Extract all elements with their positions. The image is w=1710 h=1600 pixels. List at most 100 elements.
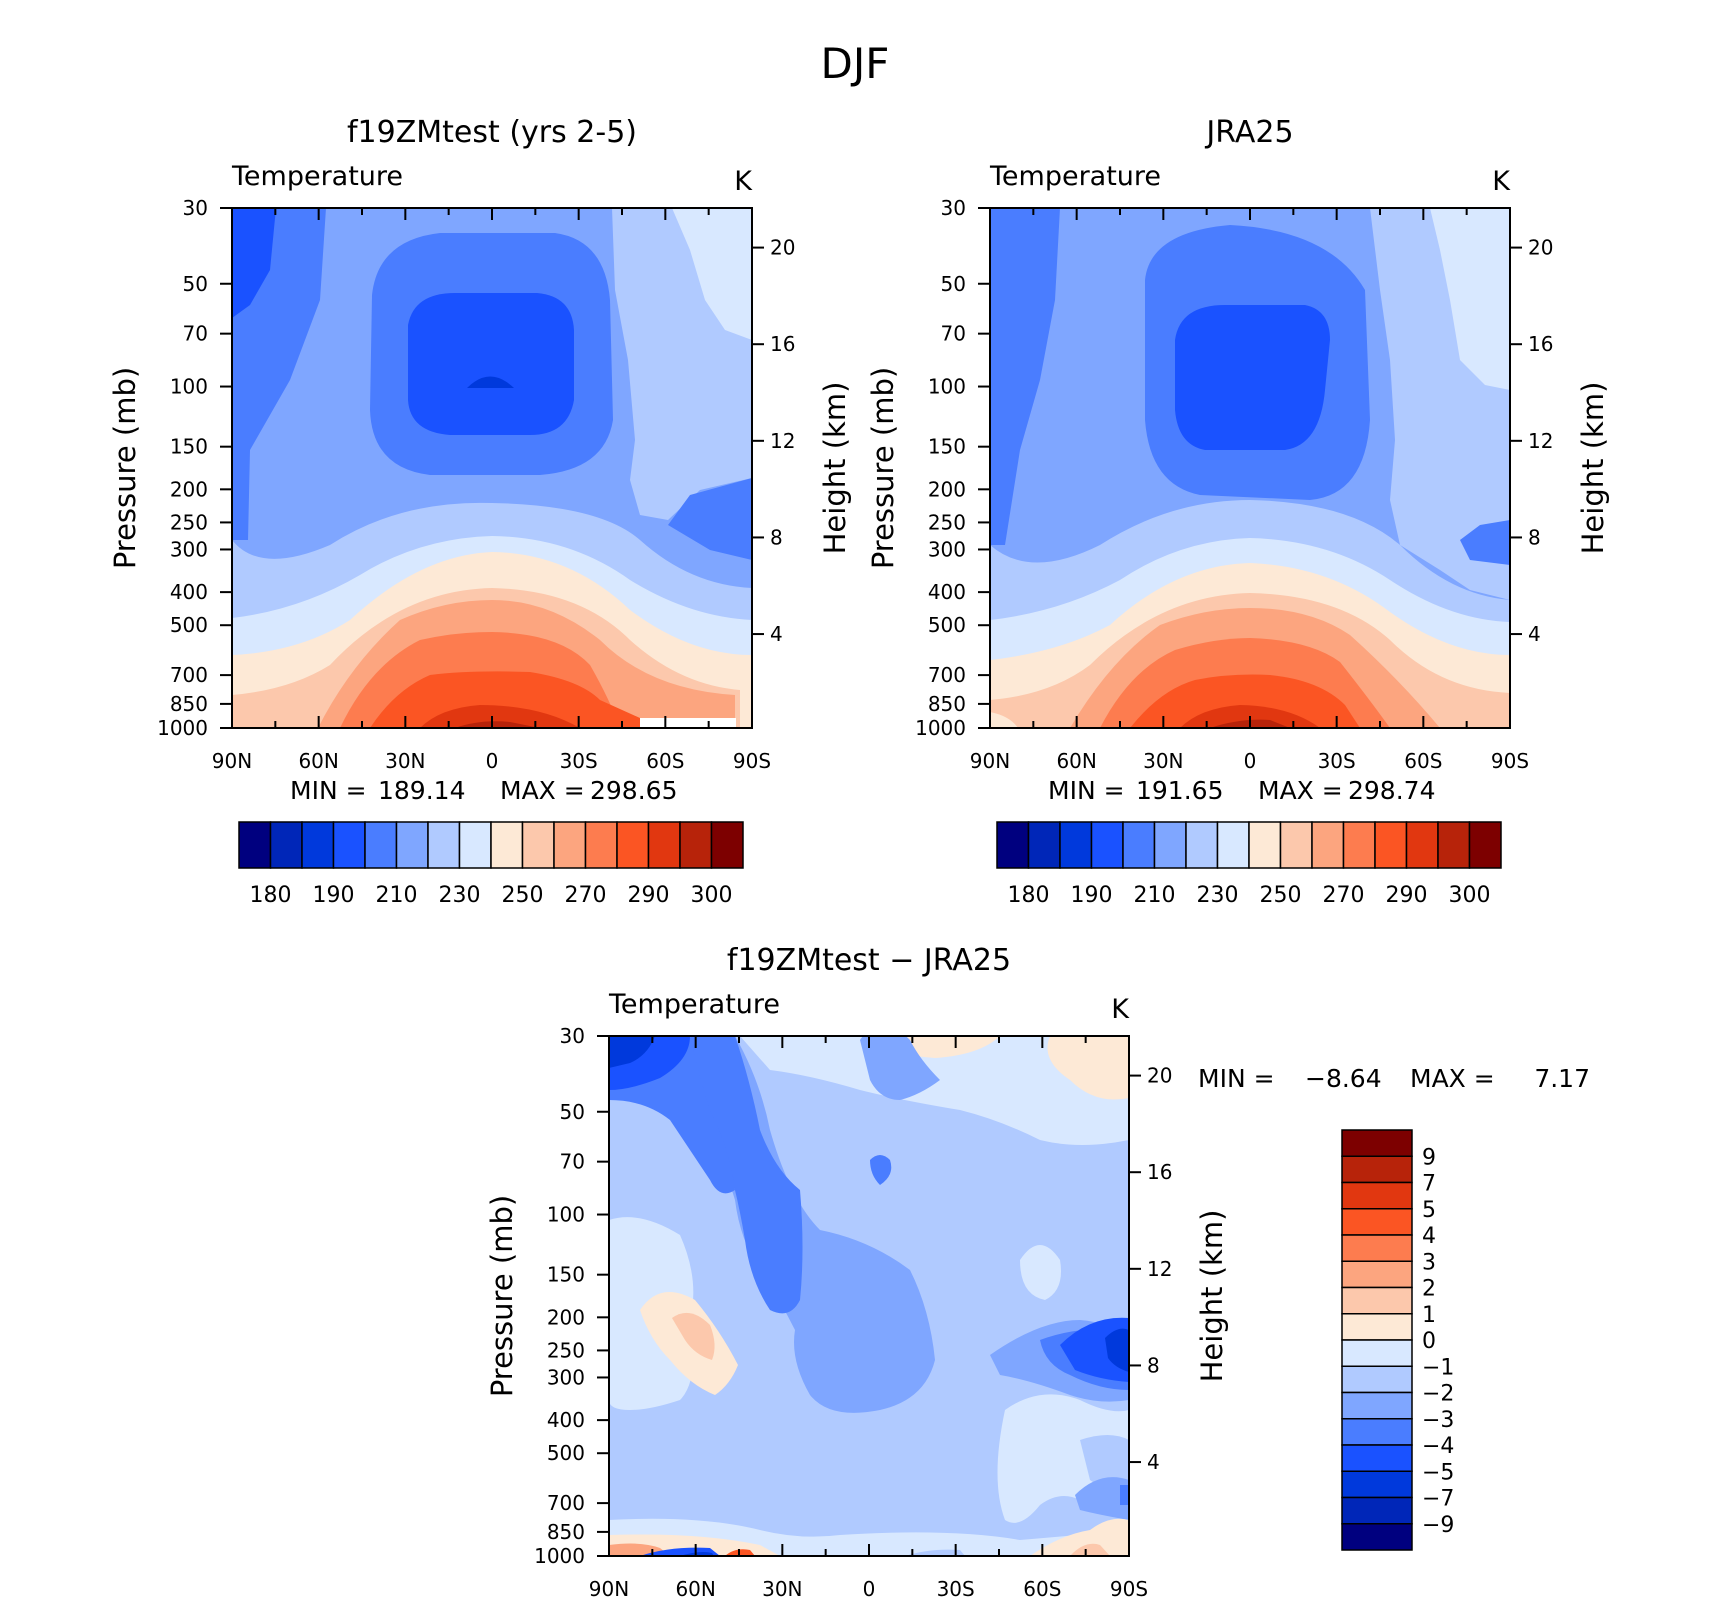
contour-fill xyxy=(408,293,574,435)
y-tick-label: 500 xyxy=(170,613,208,637)
x-tick-label: 30S xyxy=(937,1577,975,1600)
colorbar-label: 290 xyxy=(628,883,670,908)
y-tick-label: 700 xyxy=(547,1491,585,1515)
x-tick-label: 0 xyxy=(863,1577,876,1600)
y2-axis: 4 8 12 16 20 xyxy=(752,236,795,646)
contour-fill xyxy=(740,1036,1129,1145)
y-tick-label: 150 xyxy=(547,1263,585,1287)
colorbar-label: 230 xyxy=(1197,883,1239,908)
colorbar: 180 190 210 230 250 270 290 300 xyxy=(238,821,744,908)
colorbar-swatch xyxy=(1405,821,1439,869)
max-label: MAX = xyxy=(1258,776,1343,805)
y2-axis-label: Height (km) xyxy=(1195,1210,1229,1383)
y-tick-label: 850 xyxy=(170,692,208,716)
x-tick-label: 30N xyxy=(762,1577,802,1600)
contour-fill xyxy=(232,208,276,318)
x-tick-label: 60S xyxy=(646,749,684,773)
contour-fill xyxy=(1020,1245,1061,1300)
colorbar-label: −1 xyxy=(1422,1355,1454,1380)
variable-label: Temperature xyxy=(608,989,780,1020)
y-tick-label: 200 xyxy=(928,477,966,501)
colorbar-label: 210 xyxy=(376,883,418,908)
x-tick-label: 90S xyxy=(1491,749,1529,773)
figure-title: DJF xyxy=(821,39,890,88)
x-tick-label: 30N xyxy=(385,749,425,773)
colorbar-swatch xyxy=(1341,1444,1413,1472)
colorbar-label: −5 xyxy=(1422,1460,1454,1485)
variable-label: Temperature xyxy=(231,161,403,192)
y2-tick-label: 8 xyxy=(1147,1353,1160,1377)
y2-tick-label: 16 xyxy=(1147,1160,1172,1184)
contour-fill xyxy=(1430,208,1510,390)
contour-fill xyxy=(1047,1036,1129,1100)
colorbar-label: 5 xyxy=(1422,1198,1436,1223)
y2-tick-label: 4 xyxy=(1528,622,1541,646)
max-label: MAX = xyxy=(500,776,585,805)
colorbar-swatch xyxy=(1341,1496,1413,1525)
y-tick-label: 30 xyxy=(560,1024,585,1048)
contour-fill xyxy=(1105,1328,1129,1372)
colorbar-swatch xyxy=(1059,821,1093,869)
colorbar-swatch xyxy=(553,821,587,869)
y-tick-label: 500 xyxy=(547,1441,585,1465)
panel-title: JRA25 xyxy=(1204,115,1293,150)
colorbar-label: 1 xyxy=(1422,1303,1436,1328)
panel-reanalysis: JRA25 Temperature K 90N 60N 30N 0 30S 60S 90S … xyxy=(866,115,1610,908)
max-value: 298.74 xyxy=(1348,776,1435,805)
colorbar-swatch xyxy=(647,821,681,869)
y2-axis-label: Height (km) xyxy=(818,382,852,555)
colorbar-label: 190 xyxy=(1071,883,1113,908)
y-tick-label: 850 xyxy=(928,692,966,716)
colorbar-swatch xyxy=(1153,821,1187,869)
y-tick-label: 400 xyxy=(170,580,208,604)
x-tick-label: 60N xyxy=(298,749,338,773)
colorbar-swatch xyxy=(1341,1418,1413,1446)
colorbar-swatch xyxy=(1341,1365,1413,1394)
colorbar-label: 210 xyxy=(1134,883,1176,908)
contour-fill xyxy=(1030,1518,1129,1556)
panel-difference: f19ZMtest − JRA25 Temperature K xyxy=(485,943,1590,1600)
y2-tick-label: 20 xyxy=(1528,236,1553,260)
colorbar-swatch xyxy=(1341,1208,1413,1236)
colorbar-swatch xyxy=(332,821,366,869)
colorbar-swatch xyxy=(1341,1181,1413,1210)
min-label: MIN = xyxy=(1198,1064,1275,1093)
x-tick-label: 0 xyxy=(1244,749,1257,773)
max-value: 298.65 xyxy=(590,776,677,805)
units-label: K xyxy=(1492,166,1511,197)
colorbar-label: 180 xyxy=(1008,883,1050,908)
colorbar-label: 250 xyxy=(502,883,544,908)
colorbar-label: 180 xyxy=(250,883,292,908)
y-tick-label: 300 xyxy=(547,1365,585,1389)
colorbar-swatch xyxy=(1341,1470,1413,1499)
colorbar-label: −2 xyxy=(1422,1382,1454,1407)
contour-fill xyxy=(870,1155,892,1185)
y2-tick-label: 12 xyxy=(770,429,795,453)
colorbar-swatch xyxy=(1185,821,1219,869)
colorbar-swatch xyxy=(996,821,1030,869)
x-tick-label: 30N xyxy=(1143,749,1183,773)
variable-label: Temperature xyxy=(989,161,1161,192)
x-tick-label: 90N xyxy=(589,1577,629,1600)
colorbar-swatch xyxy=(1216,821,1250,869)
x-tick-label: 90N xyxy=(970,749,1010,773)
x-tick-label: 60N xyxy=(1056,749,1096,773)
y-tick-label: 200 xyxy=(170,477,208,501)
x-tick-label: 30S xyxy=(1318,749,1356,773)
contour-fill xyxy=(1120,1485,1129,1505)
contour-fill xyxy=(905,1549,965,1556)
contour-fill xyxy=(1070,1543,1110,1556)
colorbar-swatch xyxy=(1122,821,1156,869)
max-label: MAX = xyxy=(1410,1064,1495,1093)
y-tick-label: 200 xyxy=(547,1305,585,1329)
contour-fill xyxy=(690,1036,803,1314)
colorbar-label: 270 xyxy=(1323,883,1365,908)
y-tick-label: 300 xyxy=(928,537,966,561)
contour-fill xyxy=(672,1312,715,1360)
x-axis: 90N 60N 30N 0 30S 60S 90S xyxy=(212,208,771,773)
y2-axis-label: Height (km) xyxy=(1576,382,1610,555)
x-tick-label: 60S xyxy=(1404,749,1442,773)
